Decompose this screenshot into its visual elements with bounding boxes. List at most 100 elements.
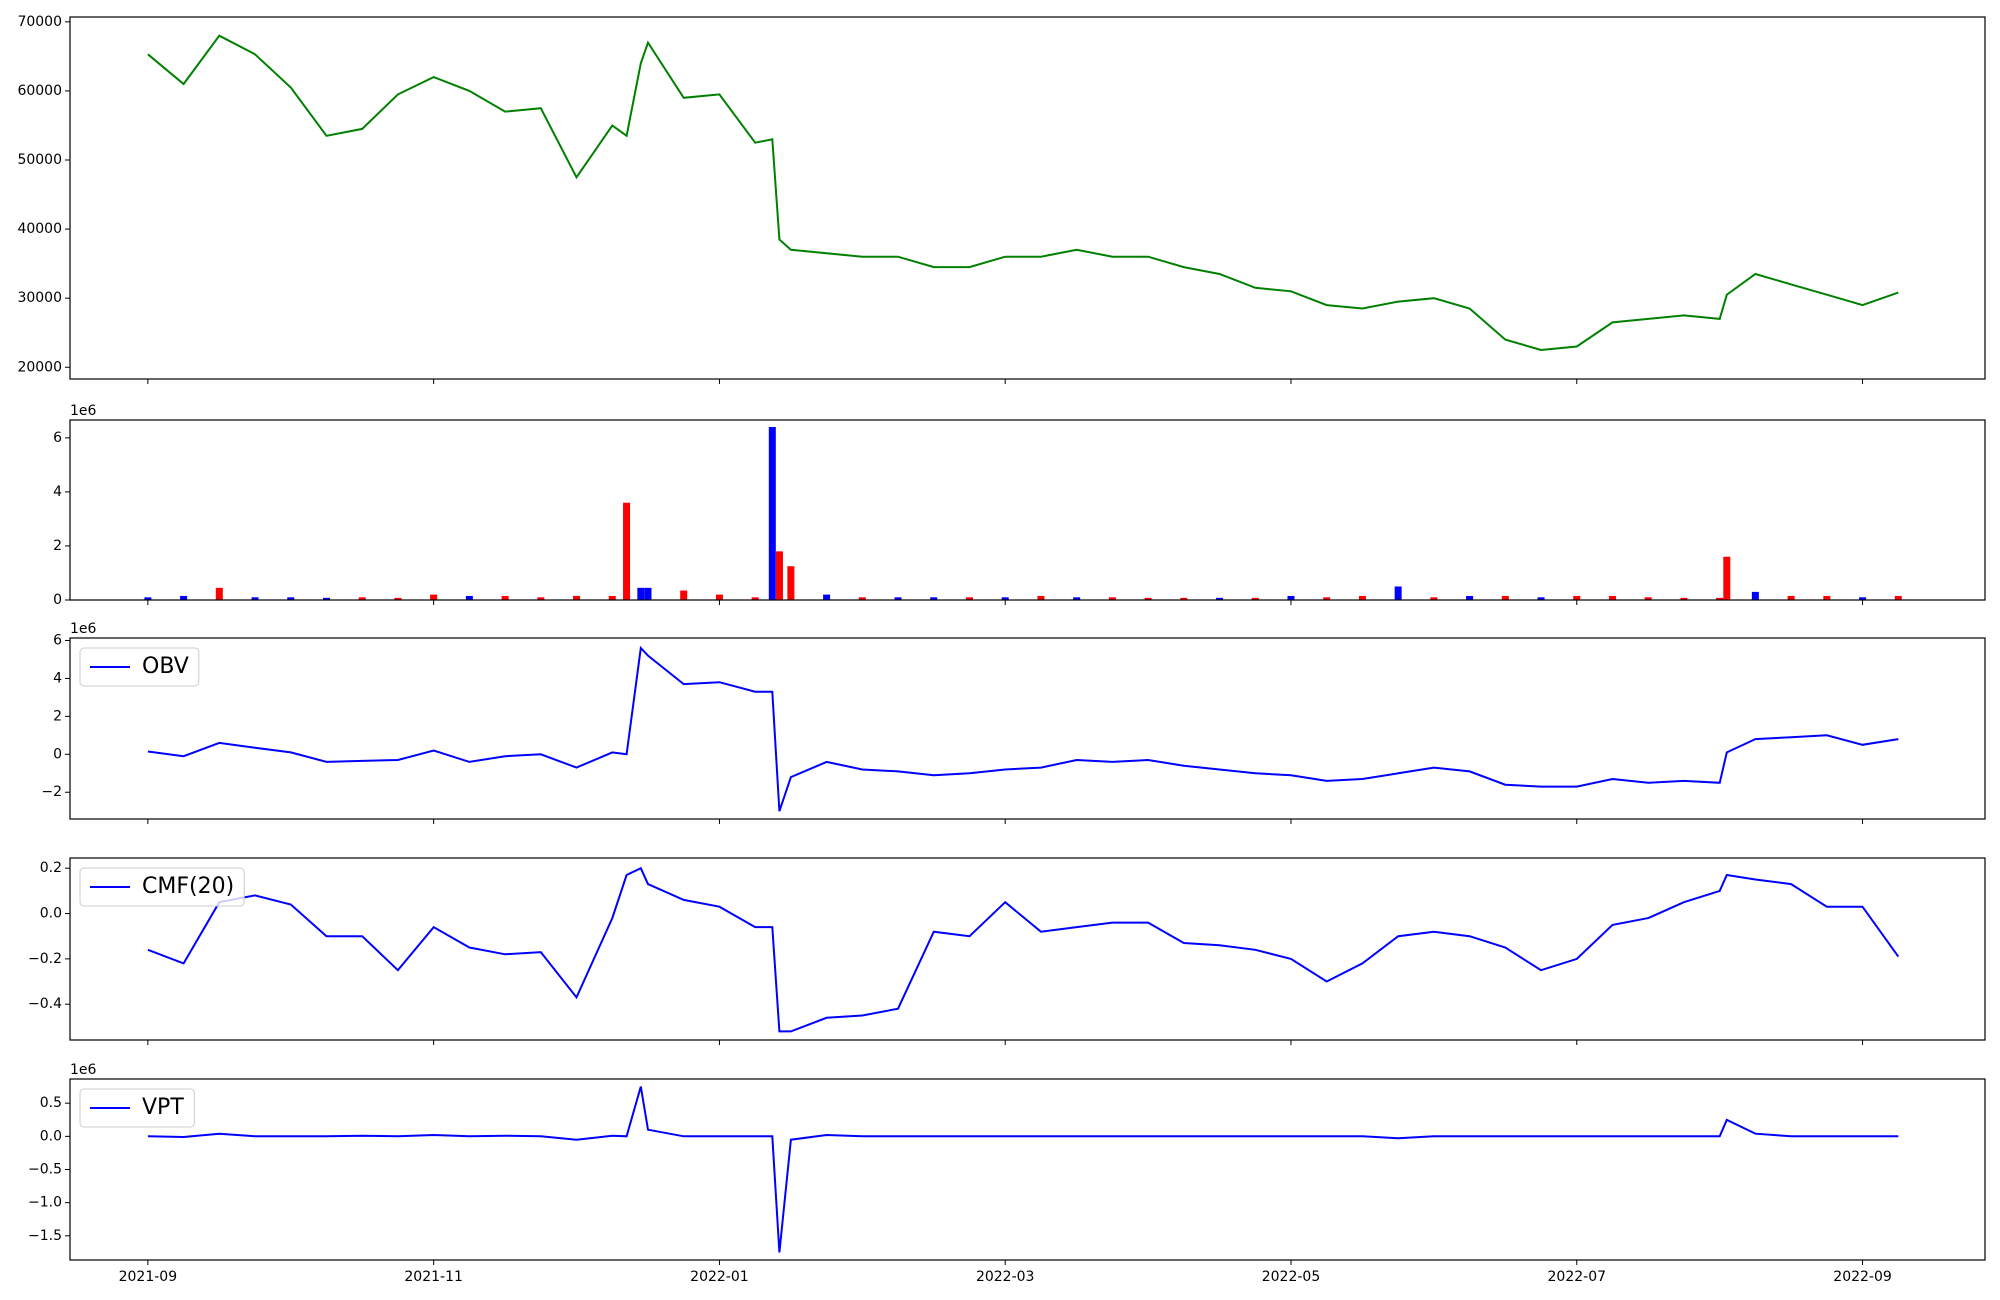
y-tick-label: −0.5	[28, 1162, 62, 1178]
volume-bar	[1537, 597, 1545, 600]
axes-frame	[69, 419, 1986, 601]
series-line	[147, 34, 1899, 352]
volume-bar	[1716, 597, 1724, 600]
y-tick-label: 0	[53, 746, 62, 762]
volume-bar	[573, 595, 581, 600]
y-tick-label: −1.5	[28, 1228, 62, 1244]
volume-bar	[1180, 597, 1188, 600]
volume-bar	[787, 566, 795, 600]
x-tick-label: 2021-09	[119, 1269, 178, 1285]
volume-bar	[1501, 595, 1509, 600]
y-tick-label: 20000	[17, 359, 62, 375]
y-tick-label: 60000	[17, 83, 62, 99]
volume-bar	[768, 427, 776, 600]
legend-label: OBV	[142, 654, 189, 679]
legend-box	[79, 647, 200, 687]
volume-bar	[965, 597, 973, 600]
volume-bar	[1323, 597, 1331, 600]
axes-frame	[69, 16, 1986, 380]
y-tick-label: 0.5	[40, 1095, 62, 1111]
axes-frame	[69, 637, 1986, 820]
volume-bar	[1073, 597, 1081, 600]
volume-bar	[1823, 595, 1831, 600]
series-line	[147, 1086, 1899, 1253]
offset-label: 1e6	[70, 1062, 97, 1078]
volume-bar	[322, 597, 330, 600]
y-tick-label: 0.0	[40, 1128, 62, 1144]
volume-bar	[144, 597, 152, 600]
volume-bar	[1144, 597, 1152, 600]
y-tick-label: 6	[53, 632, 62, 648]
y-tick-label: 70000	[17, 14, 62, 30]
volume-bar	[680, 590, 688, 600]
y-tick-label: 40000	[17, 221, 62, 237]
volume-bar	[644, 587, 652, 600]
x-tick-label: 2022-09	[1833, 1269, 1892, 1285]
axes-frame	[69, 857, 1986, 1041]
volume-bar	[1251, 597, 1259, 600]
legend-box	[79, 1088, 195, 1128]
volume-bar	[1644, 597, 1652, 600]
volume-bar	[180, 595, 188, 600]
volume-bar	[1001, 597, 1009, 600]
volume-bar	[394, 597, 402, 600]
volume-bar	[465, 595, 473, 600]
volume-bar	[1680, 597, 1688, 600]
y-tick-label: 6	[53, 430, 62, 446]
volume-bar	[251, 597, 259, 600]
x-tick-label: 2022-07	[1548, 1269, 1607, 1285]
legend-label: VPT	[142, 1095, 184, 1120]
volume-bar	[1787, 595, 1795, 600]
axes-frame	[69, 1078, 1986, 1261]
volume-bar	[1751, 591, 1759, 600]
volume-bar	[715, 594, 723, 600]
y-tick-label: −1.0	[28, 1195, 62, 1211]
volume-bar	[1037, 595, 1045, 600]
volume-bar	[1573, 595, 1581, 600]
volume-bar	[215, 587, 223, 600]
volume-bar	[1287, 595, 1295, 600]
volume-bar	[287, 597, 295, 600]
volume-bar	[537, 597, 545, 600]
volume-bar	[358, 597, 366, 600]
y-tick-label: −2	[41, 784, 62, 800]
y-tick-label: 2	[53, 708, 62, 724]
volume-bar	[1430, 597, 1438, 600]
volume-bar	[858, 597, 866, 600]
volume-bar	[623, 502, 631, 600]
y-tick-label: 0.2	[40, 860, 62, 876]
volume-bar	[1859, 597, 1867, 600]
volume-bar	[823, 594, 831, 600]
series-line	[147, 866, 1900, 1033]
volume-bar	[608, 595, 616, 600]
y-tick-label: 4	[53, 670, 62, 686]
volume-bar	[430, 594, 438, 600]
volume-bar	[1358, 595, 1366, 600]
offset-label: 1e6	[70, 403, 97, 419]
series-line	[147, 645, 1899, 812]
volume-bar	[930, 597, 938, 600]
x-tick-label: 2021-11	[404, 1269, 463, 1285]
offset-label: 1e6	[70, 621, 97, 637]
x-tick-label: 2022-05	[1262, 1269, 1321, 1285]
legend-box	[79, 867, 245, 907]
volume-bar	[751, 597, 759, 600]
y-tick-label: 0	[53, 592, 62, 608]
volume-bar	[1108, 597, 1116, 600]
volume-bar	[1894, 595, 1902, 600]
volume-bar	[894, 597, 902, 600]
y-tick-label: 4	[53, 484, 62, 500]
y-tick-label: −0.4	[28, 996, 62, 1012]
x-tick-label: 2022-01	[690, 1269, 749, 1285]
y-tick-label: 50000	[17, 152, 62, 168]
y-tick-label: 2	[53, 538, 62, 554]
y-tick-label: 0.0	[40, 906, 62, 922]
volume-bar	[1216, 597, 1224, 600]
volume-bar	[501, 595, 509, 600]
volume-bar	[1466, 595, 1474, 600]
volume-bar	[1723, 556, 1731, 600]
volume-bar	[775, 551, 783, 600]
volume-bar	[637, 587, 645, 600]
legend-label: CMF(20)	[142, 874, 234, 899]
